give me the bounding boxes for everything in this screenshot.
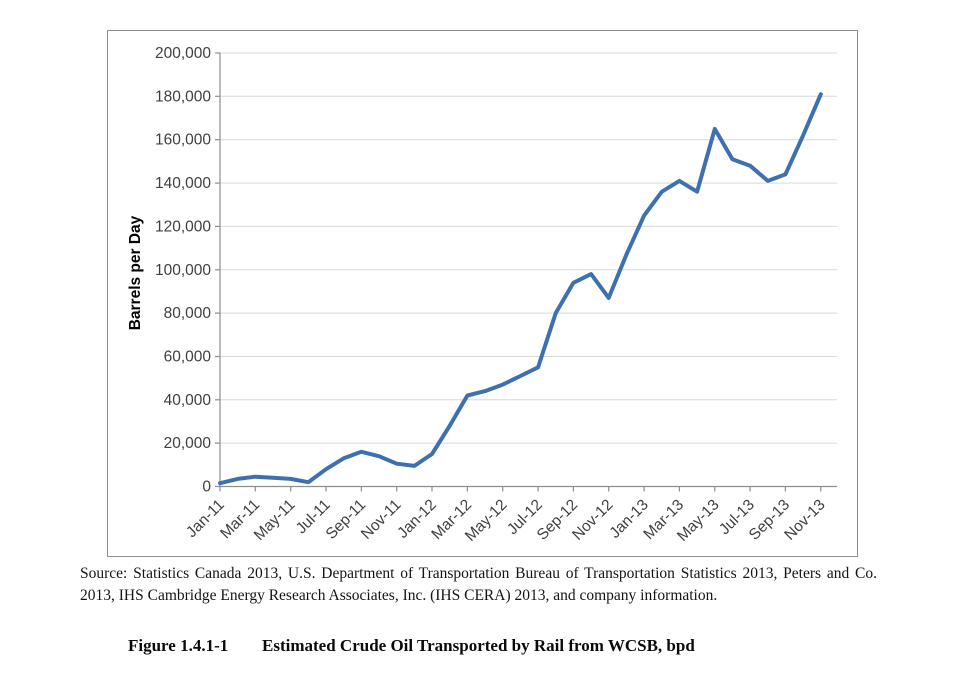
source-text: Source: Statistics Canada 2013, U.S. Dep… bbox=[80, 563, 877, 607]
svg-text:80,000: 80,000 bbox=[164, 305, 212, 322]
svg-text:120,000: 120,000 bbox=[155, 218, 211, 235]
x-tick-labels: Jan-11Mar-11May-11Jul-11Sep-11Nov-11Jan-… bbox=[183, 496, 829, 545]
svg-text:200,000: 200,000 bbox=[155, 45, 211, 62]
y-tick-labels: 0 20,000 40,000 60,000 80,000 100,000 120,000 1… bbox=[155, 45, 211, 496]
y-axis-title: Barrels per Day bbox=[127, 215, 144, 330]
svg-text:140,000: 140,000 bbox=[155, 175, 211, 192]
figure-caption-title: Estimated Crude Oil Transported by Rail … bbox=[262, 636, 695, 655]
svg-text:20,000: 20,000 bbox=[164, 435, 212, 452]
chart-frame: 0 20,000 40,000 60,000 80,000 100,000 120,000 1… bbox=[107, 30, 858, 557]
svg-text:100,000: 100,000 bbox=[155, 262, 211, 279]
svg-text:Nov-11: Nov-11 bbox=[358, 496, 405, 543]
source-text-line-1: Source: Statistics Canada 2013, U.S. Dep… bbox=[80, 565, 877, 582]
chart-canvas: 0 20,000 40,000 60,000 80,000 100,000 120,000 1… bbox=[127, 45, 837, 545]
svg-text:0: 0 bbox=[202, 479, 211, 496]
svg-text:40,000: 40,000 bbox=[164, 392, 212, 409]
svg-text:Nov-13: Nov-13 bbox=[781, 496, 828, 543]
data-series-line bbox=[218, 92, 823, 486]
axes bbox=[215, 52, 837, 492]
svg-text:60,000: 60,000 bbox=[164, 349, 212, 366]
gridlines bbox=[220, 52, 837, 444]
figure-caption-label: Figure 1.4.1-1 bbox=[128, 636, 229, 655]
source-text-line-2: 2013, IHS Cambridge Energy Research Asso… bbox=[80, 587, 718, 604]
svg-text:160,000: 160,000 bbox=[155, 132, 211, 149]
svg-text:180,000: 180,000 bbox=[155, 88, 211, 105]
